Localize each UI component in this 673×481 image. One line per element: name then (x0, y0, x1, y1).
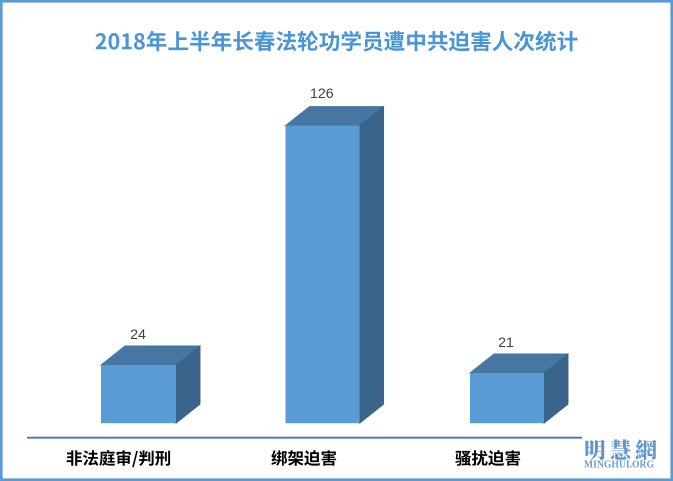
svg-text:21: 21 (498, 335, 514, 351)
svg-text:MINGHUI.ORG: MINGHUI.ORG (584, 459, 654, 471)
svg-text:126: 126 (310, 86, 334, 102)
svg-text:24: 24 (130, 327, 146, 343)
